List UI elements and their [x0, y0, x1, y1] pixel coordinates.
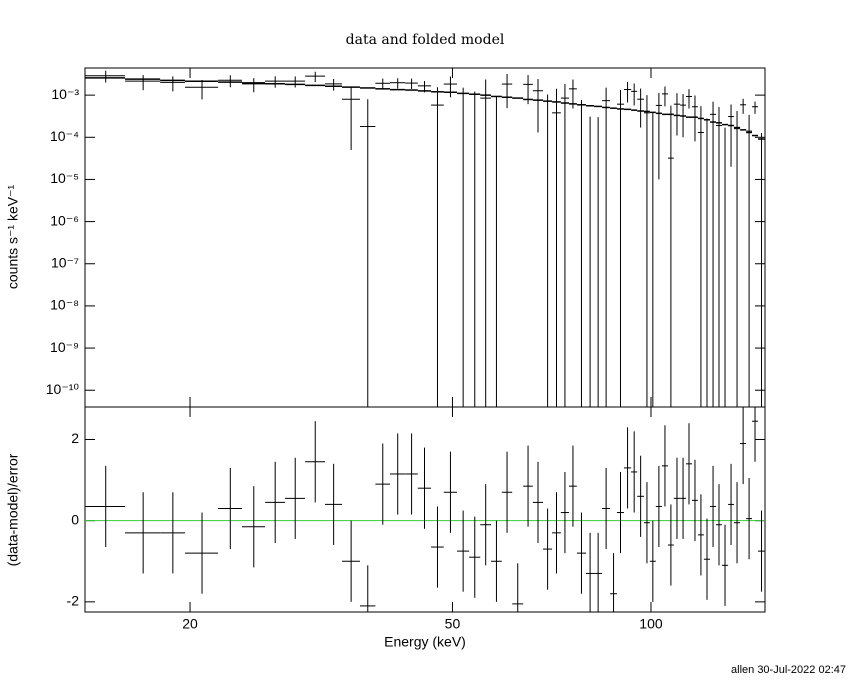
x-tick-label: 20 [182, 616, 198, 632]
y-tick-label: 10⁻⁵ [50, 170, 79, 186]
y-axis-label: counts s⁻¹ keV⁻¹ [5, 185, 21, 290]
y-tick-label: -2 [67, 593, 80, 609]
plot-area [85, 407, 765, 612]
plot-area [85, 70, 765, 407]
y-tick-label: 10⁻⁹ [50, 339, 79, 355]
y-tick-label: 10⁻¹⁰ [46, 381, 80, 397]
footer: allen 30-Jul-2022 02:47 [731, 664, 846, 676]
x-tick-label: 50 [445, 616, 461, 632]
y-axis-label: (data-model)/error [5, 453, 21, 566]
y-tick-label: 10⁻⁷ [51, 254, 79, 270]
x-tick-label: 100 [639, 616, 663, 632]
y-tick-label: 10⁻⁸ [50, 297, 79, 313]
panel-frame [84, 67, 766, 408]
y-tick-label: 10⁻⁶ [50, 212, 79, 228]
x-axis-label: Energy (keV) [384, 634, 466, 650]
y-tick-label: 10⁻⁴ [50, 128, 79, 144]
y-tick-label: 10⁻³ [51, 86, 79, 102]
chart-title: data and folded model [346, 32, 505, 48]
y-tick-label: 2 [71, 430, 79, 446]
y-tick-label: 0 [71, 511, 79, 527]
panel-frame [84, 406, 766, 613]
